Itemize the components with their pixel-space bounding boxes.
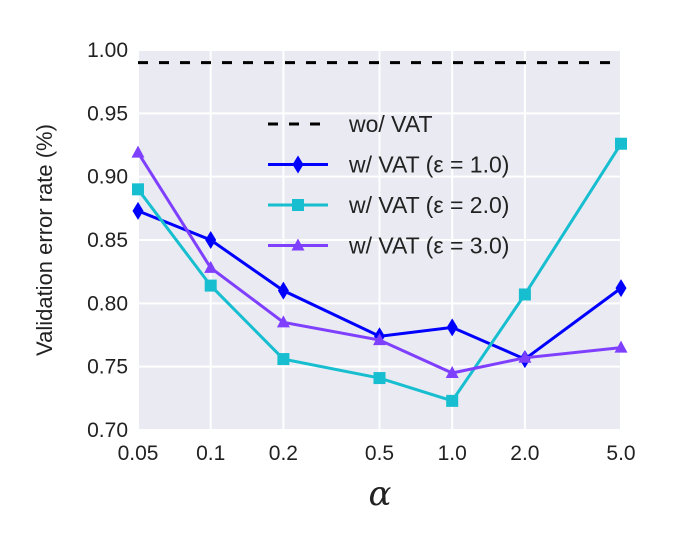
square-marker <box>204 279 217 292</box>
diamond-marker <box>615 279 627 298</box>
x-tick-label: 2.0 <box>510 442 539 465</box>
y-axis-label: Validation error rate (%) <box>32 124 57 356</box>
x-tick-label: 0.2 <box>269 442 298 465</box>
triangle-marker <box>445 366 459 378</box>
y-tick-label: 0.95 <box>87 102 128 125</box>
legend-label: wo/ VAT <box>348 111 433 137</box>
y-tick-label: 0.90 <box>87 166 128 189</box>
legend-item: wo/ VAT <box>268 111 433 137</box>
legend-label: w/ VAT (ε = 3.0) <box>348 233 509 259</box>
square-marker <box>446 394 459 407</box>
triangle-marker <box>518 350 532 363</box>
triangle-marker <box>204 260 218 273</box>
diamond-marker <box>277 281 289 300</box>
square-marker <box>292 199 304 211</box>
x-tick-label: 0.5 <box>365 442 394 465</box>
triangle-marker <box>373 333 386 346</box>
square-marker <box>615 137 627 150</box>
triangle-marker <box>291 238 305 251</box>
triangle-marker <box>276 315 290 328</box>
y-tick-label: 1.00 <box>87 39 128 62</box>
square-marker <box>373 372 386 385</box>
x-axis-label: α <box>369 474 392 514</box>
legend-item: w/ VAT (ε = 2.0) <box>268 192 509 218</box>
x-tick-label: 5.0 <box>606 442 635 465</box>
y-tick-label: 0.75 <box>87 356 128 379</box>
legend-label: w/ VAT (ε = 1.0) <box>348 152 509 178</box>
series-2 <box>132 137 627 407</box>
square-marker <box>277 353 290 366</box>
legend-label: w/ VAT (ε = 2.0) <box>348 192 509 218</box>
triangle-marker <box>131 145 145 158</box>
legend-item: w/ VAT (ε = 3.0) <box>268 233 509 259</box>
y-tick-label: 0.70 <box>87 419 128 442</box>
x-tick-label: 0.05 <box>118 442 159 465</box>
square-marker <box>132 183 144 196</box>
square-marker <box>518 288 531 301</box>
series-3 <box>131 145 628 378</box>
x-tick-label: 1.0 <box>438 442 467 465</box>
diamond-marker <box>446 318 458 337</box>
diamond-marker <box>205 231 217 249</box>
legend-item: w/ VAT (ε = 1.0) <box>268 152 509 178</box>
y-tick-label: 0.80 <box>87 292 128 315</box>
diamond-marker <box>132 201 144 220</box>
x-tick-label: 0.1 <box>196 442 225 465</box>
triangle-marker <box>614 340 628 353</box>
y-tick-label: 0.85 <box>87 229 128 252</box>
diamond-marker <box>292 155 304 174</box>
